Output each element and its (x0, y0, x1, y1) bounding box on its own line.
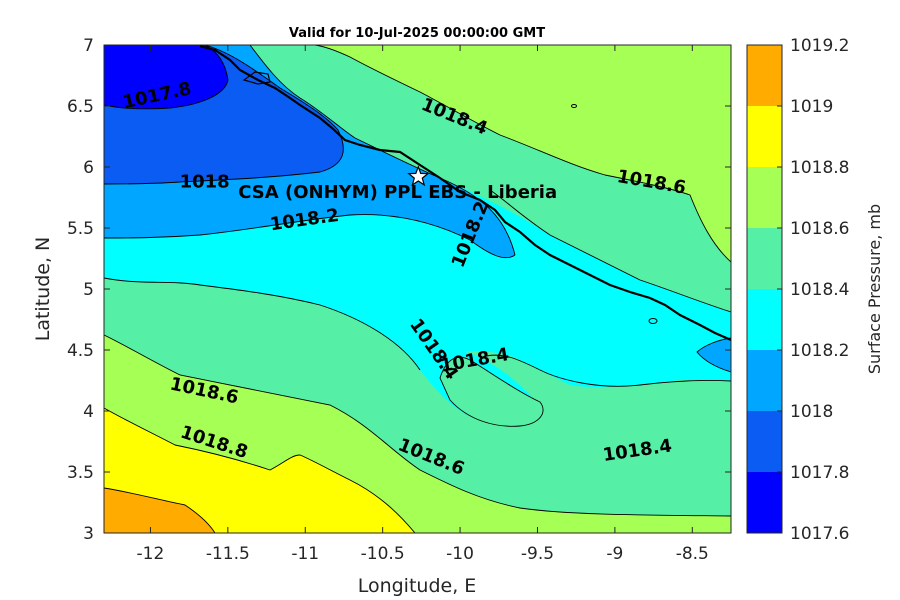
colorbar-swatch (747, 45, 782, 106)
band-1018-8 (104, 408, 415, 533)
colorbar-swatch (747, 472, 782, 533)
lake (648, 318, 658, 324)
colorbar-label: Surface Pressure, mb (865, 204, 884, 374)
colorbar-tick-label: 1017.8 (790, 463, 849, 483)
site-group: CSA (ONHYM) PPL EBS - Liberia (238, 165, 557, 203)
site-label: CSA (ONHYM) PPL EBS - Liberia (238, 182, 557, 203)
islet (571, 104, 577, 108)
chart-title: Valid for 10-Jul-2025 00:00:00 GMT (289, 26, 545, 41)
band-1018-6-ne (315, 45, 731, 262)
colorbar-tick-label: 1018.8 (790, 158, 849, 178)
x-axis-label: Longitude, E (358, 575, 477, 597)
island (242, 71, 271, 85)
coastline (199, 45, 731, 342)
x-tick-label: -10.5 (361, 544, 405, 564)
colorbar-swatch (747, 350, 782, 411)
x-tick-label: -10 (446, 544, 474, 564)
y-axis-ticks: 3 3.5 4 4.5 5 5.5 6 6.5 7 (67, 36, 731, 544)
colorbar-tick-label: 1019.2 (790, 36, 849, 56)
colorbar-swatch (747, 289, 782, 350)
x-tick-label: -8.5 (676, 544, 709, 564)
x-axis-ticks: -12 -11.5 -11 -10.5 -10 -9.5 -9 -8.5 (137, 45, 709, 564)
x-tick-label: -11.5 (206, 544, 250, 564)
y-tick-label: 7 (83, 36, 94, 56)
x-tick-label: -9.5 (521, 544, 554, 564)
x-tick-label: -11 (291, 544, 319, 564)
band-1017-6 (104, 45, 228, 109)
colorbar-swatch (747, 106, 782, 167)
colorbar-swatch (747, 167, 782, 228)
band-1018-4-bump (440, 357, 544, 427)
y-tick-label: 6.5 (67, 97, 94, 117)
x-tick-label: -9 (606, 544, 623, 564)
site-star-icon (407, 165, 430, 187)
colorbar-tick-label: 1018 (790, 402, 833, 422)
colorbar-tick-label: 1018.6 (790, 219, 849, 239)
colorbar-tick-label: 1018.2 (790, 341, 849, 361)
colorbar-tick-label: 1019 (790, 97, 833, 117)
y-tick-label: 5.5 (67, 219, 94, 239)
colorbar-tick-label: 1017.6 (790, 524, 849, 544)
y-axis-label: Latitude, N (32, 237, 54, 342)
y-tick-label: 3.5 (67, 463, 94, 483)
y-tick-label: 4.5 (67, 341, 94, 361)
colorbar-swatch (747, 228, 782, 289)
x-tick-label: -12 (137, 544, 165, 564)
y-tick-label: 5 (83, 280, 94, 300)
colorbar-tick-label: 1018.4 (790, 280, 849, 300)
band-1019-0 (104, 488, 215, 533)
y-tick-label: 3 (83, 524, 94, 544)
band-1018-4-ne (250, 45, 731, 312)
colorbar: 1017.6 1017.8 1018 1018.2 1018.4 1018.6 1018.8… (746, 36, 849, 544)
contour-label: 1018 (180, 172, 230, 193)
y-tick-label: 6 (83, 158, 94, 178)
contour-fill (104, 45, 731, 533)
y-tick-label: 4 (83, 402, 94, 422)
colorbar-swatch (747, 411, 782, 472)
